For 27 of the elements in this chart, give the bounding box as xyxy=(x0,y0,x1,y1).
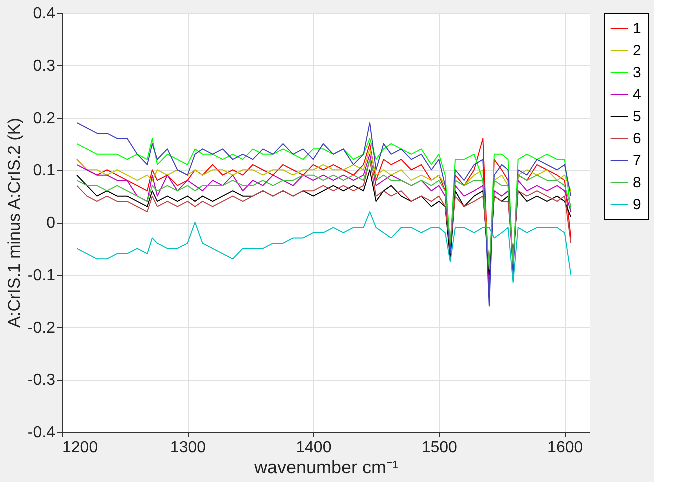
y-tick-label: -0.4 xyxy=(28,424,56,442)
x-axis-title: wavenumber cm⁻¹ xyxy=(253,458,399,478)
y-tick-label: -0.3 xyxy=(28,372,56,390)
y-tick-label: 0.2 xyxy=(33,110,56,128)
x-tick-label: 1300 xyxy=(170,440,206,456)
legend-label: 3 xyxy=(633,64,642,82)
y-tick-label: -0.2 xyxy=(28,320,56,337)
legend-label: 9 xyxy=(633,196,642,214)
legend-label: 8 xyxy=(633,174,642,192)
legend-label: 6 xyxy=(633,130,642,148)
y-tick-label: 0 xyxy=(46,215,56,232)
y-tick-label: 0.1 xyxy=(33,162,56,180)
x-tick-label: 1200 xyxy=(62,440,98,456)
legend-label: 2 xyxy=(633,42,642,60)
legend-label: 4 xyxy=(633,86,642,104)
x-tick-label: 1400 xyxy=(296,440,332,456)
legend-label: 1 xyxy=(633,20,642,38)
legend-label: 5 xyxy=(633,108,642,126)
x-tick-label: 1500 xyxy=(422,440,458,456)
y-tick-label: 0.4 xyxy=(33,6,56,22)
y-tick-label: 0.3 xyxy=(33,58,56,75)
line-series xyxy=(76,122,572,307)
y-tick-label: -0.1 xyxy=(28,267,56,284)
legend-label: 7 xyxy=(633,152,642,170)
line-series xyxy=(76,212,572,284)
x-tick-label: 1600 xyxy=(548,440,584,456)
y-axis-title: A:CrIS.1 minus A:CrIS.2 (K) xyxy=(4,118,24,328)
